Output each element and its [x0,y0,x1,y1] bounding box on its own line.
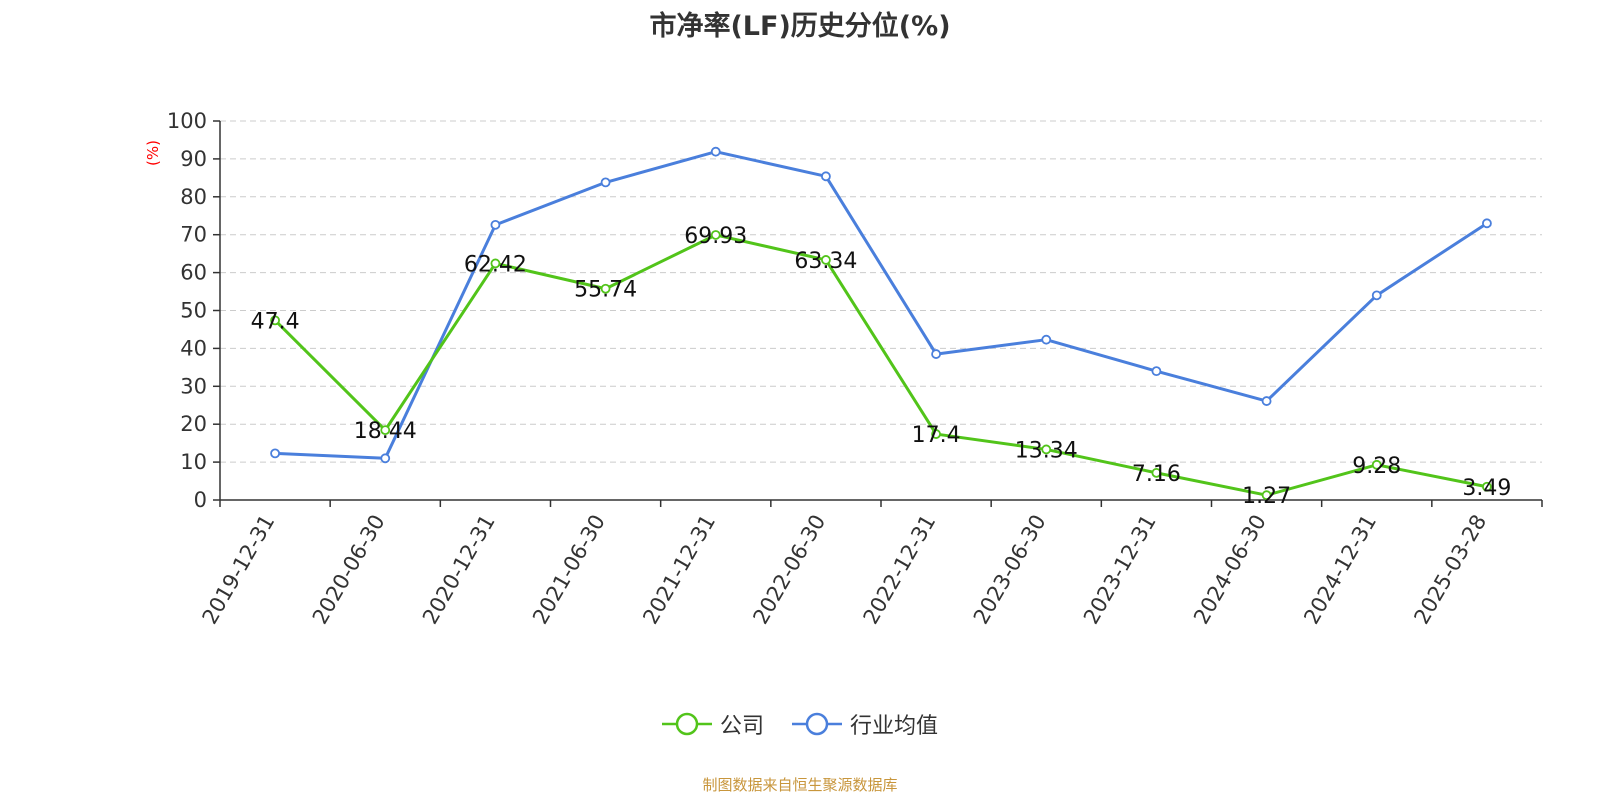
x-tick-label: 2019-12-31 [198,511,280,629]
series-line-0 [274,233,1488,497]
legend-label: 公司 [719,714,764,739]
data-point [710,230,721,240]
data-point [1261,490,1272,501]
x-tick-label: 2025-03-28 [1409,511,1491,629]
data-label: 3.49 [1462,476,1511,501]
y-tick-label: 30 [180,374,207,398]
data-label: 17.4 [912,423,961,448]
data-point [821,255,831,265]
data-label: 69.93 [684,224,747,249]
source-note: 制图数据来自恒生聚源数据库 [702,776,898,794]
data-point [1151,366,1162,377]
grid-layer [220,120,1542,463]
y-tick-label: 90 [180,147,207,171]
data-point [270,448,280,459]
y-tick-label: 100 [167,109,207,133]
data-point [490,219,501,230]
y-axis-title: (%) [144,140,162,166]
legend-line-icon [661,712,712,736]
data-point [1151,467,1162,478]
legend-item-industry-average[interactable]: 行业均值 [792,708,938,740]
data-point [600,177,611,188]
data-label: 1.27 [1242,484,1291,509]
x-tick-label: 2021-06-30 [528,511,610,629]
data-point [1371,290,1382,301]
legend: 公司 行业均值 [0,708,1600,740]
x-tick-label: 2024-12-31 [1299,511,1381,629]
data-label: 18.44 [354,419,417,444]
x-tick-label: 2022-12-31 [859,510,941,628]
data-point [821,171,831,182]
data-point [600,283,611,294]
y-tick-label: 80 [180,185,207,209]
x-tick-label: 2020-06-30 [308,511,390,629]
data-point [931,349,941,359]
legend-item-company[interactable]: 公司 [661,708,764,740]
data-label: 13.34 [1015,438,1078,463]
series-line-1 [275,150,1488,460]
data-point [1482,218,1492,229]
data-label: 62.42 [464,252,527,277]
y-tick-label: 50 [180,299,207,323]
data-label: 7.16 [1132,462,1181,487]
data-point [710,146,721,157]
data-label: 55.74 [574,278,637,303]
y-tick-label: 20 [180,412,207,436]
data-point [1041,444,1052,455]
x-tick-label: 2023-12-31 [1079,511,1161,629]
x-tick-label: 2023-06-30 [969,511,1051,629]
x-tick-label: 2022-06-30 [748,511,830,629]
data-point [490,258,501,269]
data-label: 63.34 [794,249,857,274]
data-label: 47.4 [251,309,300,334]
y-tick-label: 10 [180,450,207,474]
x-tick-label: 2024-06-30 [1189,511,1271,629]
data-label: 9.28 [1352,454,1401,479]
data-point [1482,481,1492,492]
data-point [1261,396,1272,406]
data-point [1041,334,1052,345]
data-point [931,429,941,439]
y-tick-label: 0 [194,488,207,512]
series-layer [270,146,1492,501]
x-tick-label: 2020-12-31 [418,510,500,628]
y-tick-label: 40 [180,336,207,360]
legend-line-icon [792,712,842,736]
data-point [380,425,391,436]
y-tick-label: 70 [180,223,207,247]
data-point [270,315,280,326]
data-label-layer: 47.4 18.44 62.42 55.74 69.93 63.34 17.4 13.34 7.… [251,224,1512,509]
y-tick-label: 60 [180,261,207,285]
legend-label: 行业均值 [850,714,939,739]
chart-title: 市净率(LF)历史分位(%) [649,11,951,42]
axis-layer: 0 10 20 30 40 50 60 70 80 90 100 2019-12-31 2020-06-… [167,109,1543,629]
x-tick-label: 2021-12-31 [638,511,720,629]
data-point [1371,459,1382,470]
data-point [380,453,391,464]
